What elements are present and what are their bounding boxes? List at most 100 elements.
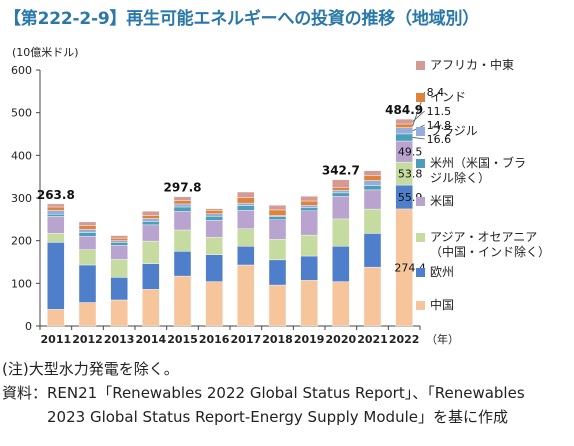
- x-tick-label: 2018: [262, 333, 293, 346]
- bar-segment-usa: [268, 219, 287, 240]
- bar-segment-americas: [268, 216, 287, 220]
- bar-segment-india: [78, 225, 97, 230]
- bar-segment-india: [237, 197, 255, 204]
- total-label: 342.7: [322, 164, 360, 178]
- bar-segment-americas: [300, 207, 318, 212]
- bar-segment-americas: [110, 242, 128, 246]
- leader-line: [412, 137, 425, 140]
- bar-segment-india: [47, 206, 65, 211]
- legend-label: アフリカ・中東: [430, 58, 515, 72]
- bar-segment-europe: [363, 233, 382, 268]
- legend-item-usa: 米国: [416, 194, 455, 209]
- bar-segment-europe: [110, 277, 128, 301]
- bar-segment-india: [205, 210, 223, 214]
- bar-segment-china: [110, 299, 128, 327]
- bar-segment-brazil: [47, 210, 65, 215]
- segment-value-label: 49.5: [398, 146, 423, 159]
- total-label: 297.8: [164, 181, 202, 195]
- legend-item-china: 中国: [416, 298, 455, 313]
- bar-segment-africa_me: [205, 208, 223, 211]
- legend-item-brazil: ブラジル: [416, 124, 478, 139]
- bar-segment-africa_me: [110, 235, 128, 239]
- y-tick-label: 0: [25, 320, 32, 333]
- bar-segment-africa_me: [363, 170, 382, 177]
- bar-segment-africa_me: [173, 196, 192, 201]
- bar-segment-europe: [142, 263, 160, 290]
- bar-segment-africa_me: [395, 118, 413, 125]
- x-tick-label: 2019: [294, 333, 325, 346]
- x-tick-label: 2022: [389, 333, 420, 346]
- legend-swatch: [416, 301, 425, 310]
- bar-segment-americas: [173, 206, 192, 212]
- bar-segment-africa_me: [78, 221, 97, 226]
- bar-segment-asia_oceania: [237, 228, 255, 247]
- bar-segment-europe: [205, 254, 223, 282]
- bar-segment-china: [205, 281, 223, 327]
- bar-segment-india: [395, 123, 413, 128]
- bar-segment-brazil: [205, 213, 223, 217]
- segment-value-label: 8.4: [427, 86, 445, 99]
- legend-swatch: [416, 159, 425, 168]
- x-tick-label: 2011: [41, 333, 72, 346]
- bar-segment-china: [268, 284, 287, 327]
- legend-label: インド: [430, 90, 467, 104]
- legend-label: 米国: [430, 194, 455, 208]
- bar-segment-usa: [300, 210, 318, 236]
- segment-value-label: 16.6: [427, 133, 452, 146]
- bar-segment-asia_oceania: [300, 234, 318, 257]
- legend-swatch: [416, 197, 425, 206]
- legend-item-asia_oceania: アジア・オセアニア（中国・インド除く）: [416, 230, 551, 260]
- x-tick-label: 2014: [136, 333, 167, 346]
- bar-segment-brazil: [363, 180, 382, 186]
- legend-swatch: [416, 268, 425, 277]
- y-tick-label: 300: [11, 192, 32, 205]
- y-tick-label: 600: [11, 64, 32, 77]
- legend-label: 中国: [430, 298, 455, 312]
- bar-segment-africa_me: [332, 179, 350, 188]
- bar-segment-americas: [332, 192, 350, 197]
- bar-segment-china: [300, 280, 318, 327]
- bar-segment-asia_oceania: [268, 239, 287, 261]
- bar-segment-china: [173, 275, 192, 327]
- bar-segment-europe: [47, 242, 65, 310]
- bar-segment-asia_oceania: [142, 240, 160, 264]
- bar-segment-india: [110, 237, 128, 241]
- bar-segment-brazil: [237, 202, 255, 206]
- x-axis-unit-label: （年）: [426, 332, 459, 346]
- bar-segment-usa: [363, 189, 382, 210]
- bar-segment-usa: [205, 219, 223, 238]
- bar-segment-china: [237, 264, 255, 327]
- bar-segment-china: [142, 289, 160, 327]
- legend-label: 欧州: [430, 265, 455, 279]
- segment-value-label: 53.8: [398, 168, 423, 181]
- bar-segment-asia_oceania: [332, 218, 350, 247]
- x-tick-label: 2020: [326, 333, 357, 346]
- bar-segment-usa: [237, 210, 255, 229]
- y-axis-unit-label: (10億米ドル): [12, 46, 79, 59]
- bar-segment-americas: [142, 221, 160, 226]
- bar-segment-europe: [78, 264, 97, 303]
- bar-segment-brazil: [173, 203, 192, 208]
- bar-segment-china: [78, 302, 97, 327]
- x-tick-label: 2021: [357, 333, 388, 346]
- bar-segment-europe: [300, 255, 318, 281]
- bar-segment-americas: [363, 185, 382, 191]
- bar-segment-usa: [142, 224, 160, 242]
- x-tick-label: 2012: [72, 333, 103, 346]
- bar-segment-brazil: [142, 218, 160, 222]
- bar-segment-americas: [78, 232, 97, 237]
- bar-segment-india: [300, 200, 318, 206]
- bar-segment-brazil: [332, 190, 350, 194]
- legend-label: ブラジル: [430, 124, 478, 138]
- chart-title: 【第222-2-9】再生可能エネルギーへの投資の推移（地域別）: [4, 9, 480, 29]
- bar-segment-china: [363, 266, 382, 327]
- x-tick-label: 2017: [231, 333, 262, 346]
- bar-segment-usa: [332, 196, 350, 220]
- bar-segment-usa: [173, 211, 192, 231]
- legend-label: アジア・オセアニア（中国・インド除く）: [430, 230, 551, 259]
- x-tick-label: 2016: [199, 333, 230, 346]
- bar-segment-americas: [237, 205, 255, 211]
- bar-segment-africa_me: [300, 196, 318, 202]
- bar-segment-americas: [205, 216, 223, 221]
